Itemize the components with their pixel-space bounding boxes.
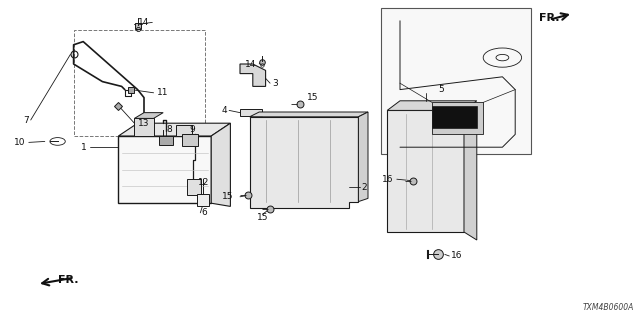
Polygon shape — [432, 102, 483, 134]
Polygon shape — [118, 123, 230, 136]
Text: 10: 10 — [14, 138, 26, 147]
Bar — [74, 30, 205, 136]
Text: 8: 8 — [167, 125, 172, 134]
Text: 16: 16 — [382, 175, 394, 184]
Text: 15: 15 — [307, 93, 319, 102]
Text: 4: 4 — [221, 106, 227, 115]
Text: 11: 11 — [157, 88, 168, 97]
Bar — [159, 136, 173, 145]
Polygon shape — [134, 113, 163, 118]
Polygon shape — [134, 118, 154, 136]
Bar — [197, 194, 209, 206]
Text: 9: 9 — [189, 125, 195, 134]
Text: 1: 1 — [81, 143, 86, 152]
Polygon shape — [250, 117, 358, 208]
Bar — [240, 109, 262, 116]
Polygon shape — [211, 123, 230, 206]
Text: 6: 6 — [202, 208, 207, 217]
Polygon shape — [176, 125, 192, 136]
Bar — [182, 134, 198, 146]
Text: 13: 13 — [138, 119, 149, 128]
Polygon shape — [464, 109, 477, 240]
Polygon shape — [358, 112, 368, 202]
Text: 12: 12 — [198, 178, 210, 187]
Polygon shape — [432, 106, 477, 128]
Polygon shape — [387, 110, 464, 232]
Text: 15: 15 — [257, 213, 268, 222]
Text: TXM4B0600A: TXM4B0600A — [582, 303, 634, 312]
Bar — [187, 179, 201, 195]
Polygon shape — [387, 101, 477, 110]
Polygon shape — [240, 64, 266, 86]
Bar — [118, 136, 211, 203]
Text: 3: 3 — [272, 79, 278, 88]
Text: 16: 16 — [451, 252, 463, 260]
Bar — [381, 8, 531, 154]
Text: 15: 15 — [222, 192, 234, 201]
Text: 7: 7 — [23, 116, 29, 124]
Text: 14: 14 — [138, 18, 149, 27]
Text: FR.: FR. — [58, 275, 78, 285]
Text: 14: 14 — [244, 60, 256, 68]
Polygon shape — [250, 112, 368, 117]
Text: FR.: FR. — [539, 12, 559, 23]
Text: 5: 5 — [439, 85, 444, 94]
Text: 2: 2 — [362, 183, 367, 192]
